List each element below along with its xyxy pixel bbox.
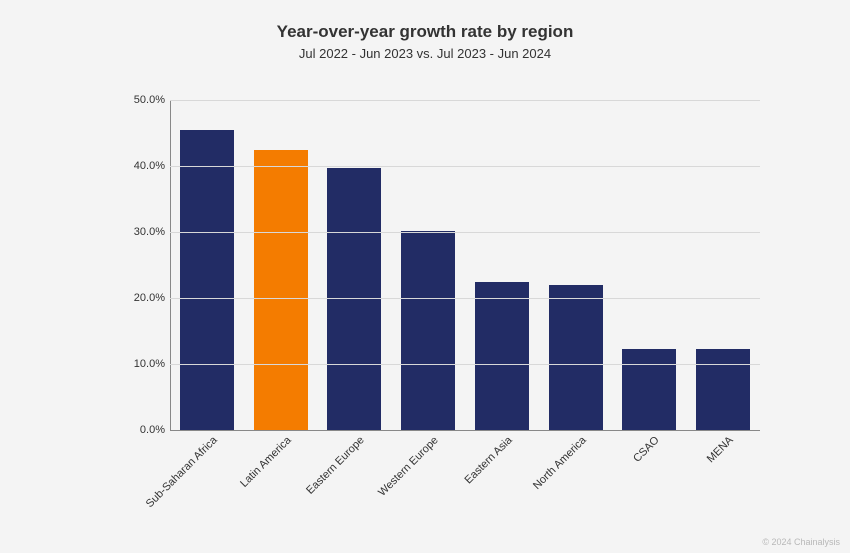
y-tick-label: 40.0% (120, 160, 165, 172)
x-tick-label: MENA (705, 434, 736, 465)
bar-slot: Sub-Saharan Africa (170, 100, 244, 430)
x-tick-label: North America (531, 434, 589, 492)
y-tick-label: 20.0% (120, 292, 165, 304)
chart-title: Year-over-year growth rate by region (0, 22, 850, 42)
bar-slot: MENA (686, 100, 760, 430)
bar-slot: CSAO (613, 100, 687, 430)
x-axis-line (170, 430, 760, 431)
y-gridline (170, 232, 760, 233)
chart-header: Year-over-year growth rate by region Jul… (0, 0, 850, 61)
y-tick-label: 30.0% (120, 226, 165, 238)
bar (401, 231, 455, 430)
chart-area: Sub-Saharan AfricaLatin AmericaEastern E… (120, 100, 760, 430)
bar-slot: Eastern Europe (318, 100, 392, 430)
bar (475, 282, 529, 431)
bars-container: Sub-Saharan AfricaLatin AmericaEastern E… (170, 100, 760, 430)
bar (180, 130, 234, 430)
bar (254, 150, 308, 431)
x-tick-label: Western Europe (376, 434, 441, 499)
y-tick-label: 10.0% (120, 358, 165, 370)
x-tick-label: CSAO (632, 434, 663, 465)
x-tick-label: Eastern Asia (462, 434, 514, 486)
bar-slot: North America (539, 100, 613, 430)
bar-slot: Latin America (244, 100, 318, 430)
y-gridline (170, 166, 760, 167)
bar (549, 285, 603, 430)
y-gridline (170, 364, 760, 365)
y-gridline (170, 298, 760, 299)
bar-slot: Eastern Asia (465, 100, 539, 430)
y-tick-label: 50.0% (120, 94, 165, 106)
x-tick-label: Sub-Saharan Africa (144, 434, 220, 510)
bar (696, 349, 750, 430)
x-tick-label: Latin America (238, 434, 294, 490)
bar-slot: Western Europe (391, 100, 465, 430)
bar (622, 349, 676, 430)
y-gridline (170, 100, 760, 101)
chart-subtitle: Jul 2022 - Jun 2023 vs. Jul 2023 - Jun 2… (0, 46, 850, 61)
x-tick-label: Eastern Europe (305, 434, 368, 497)
y-tick-label: 0.0% (120, 424, 165, 436)
copyright-text: © 2024 Chainalysis (762, 537, 840, 547)
